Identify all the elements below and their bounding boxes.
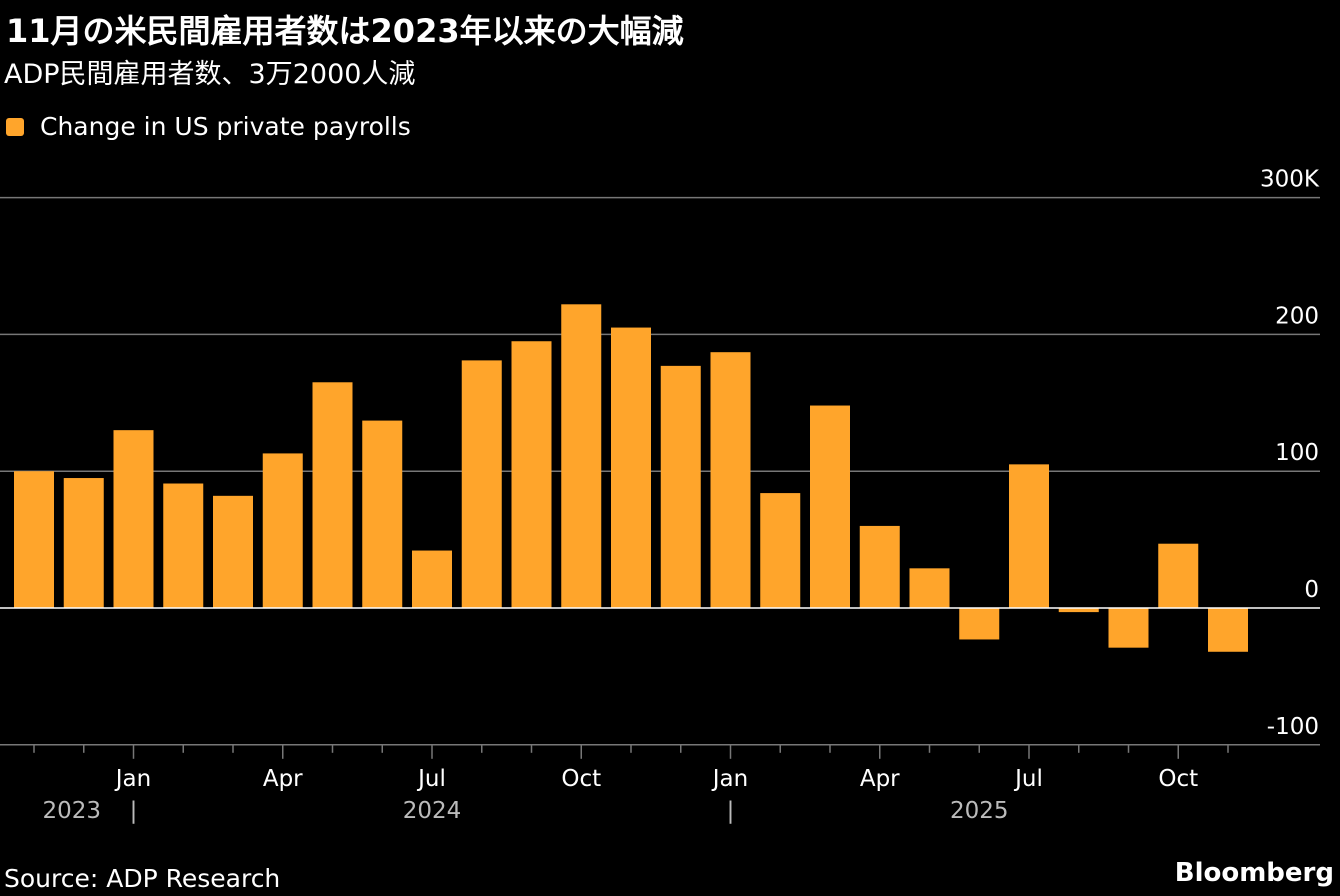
bar [1208,608,1248,652]
bar [511,341,552,608]
bar [14,471,54,608]
x-tick-label: Apr [860,766,900,792]
x-tick-label: Jan [114,766,151,792]
bar [611,327,651,608]
bar [561,304,602,608]
year-label: 2024 [403,798,462,824]
chart-title: 11月の米民間雇用者数は2023年以来の大幅減 [6,12,684,50]
y-tick-label: 200 [1275,303,1319,329]
y-tick-label: 100 [1275,440,1319,466]
x-tick-label: Apr [263,766,303,792]
bar [63,478,104,608]
x-tick-label: Oct [561,766,601,792]
y-tick-label: -100 [1267,714,1319,740]
bar [1009,464,1049,608]
axis-labels: 300K 200 100 0 -100 Jan Apr Jul Oct Jan Apr Jul Oct 2… [42,167,1319,824]
x-tick-label: Jul [416,766,446,792]
brand-logo: Bloomberg [1174,858,1334,888]
source-note: Source: ADP Research [4,864,281,893]
bar [909,568,950,608]
bar [412,550,452,608]
bar [362,420,403,608]
bar [760,493,801,608]
chart-subtitle: ADP民間雇用者数、3万2000人減 [4,59,416,90]
y-tick-label: 0 [1304,577,1319,603]
bar [1158,543,1199,608]
bar [959,608,1000,640]
year-divider: | [130,798,138,824]
bar [213,495,253,608]
bar [859,525,900,608]
x-axis [0,744,1320,759]
legend-label: Change in US private payrolls [40,112,411,141]
bar [1058,608,1099,613]
x-tick-label: Jan [711,766,748,792]
bar [262,453,303,608]
x-tick-label: Oct [1158,766,1198,792]
bar [660,365,701,608]
bar [1108,608,1149,648]
bars [14,304,1248,652]
bar [461,360,502,608]
bar [163,483,204,608]
gridlines [0,196,1320,746]
bar [312,382,353,608]
y-tick-label: 300K [1260,167,1320,193]
legend: Change in US private payrolls [6,112,411,141]
bar [113,430,154,608]
year-divider: | [727,798,735,824]
legend-swatch [6,117,24,136]
bar [710,352,751,608]
year-label: 2025 [950,798,1009,824]
bar [810,405,850,608]
year-label: 2023 [42,798,101,824]
x-tick-label: Jul [1013,766,1043,792]
